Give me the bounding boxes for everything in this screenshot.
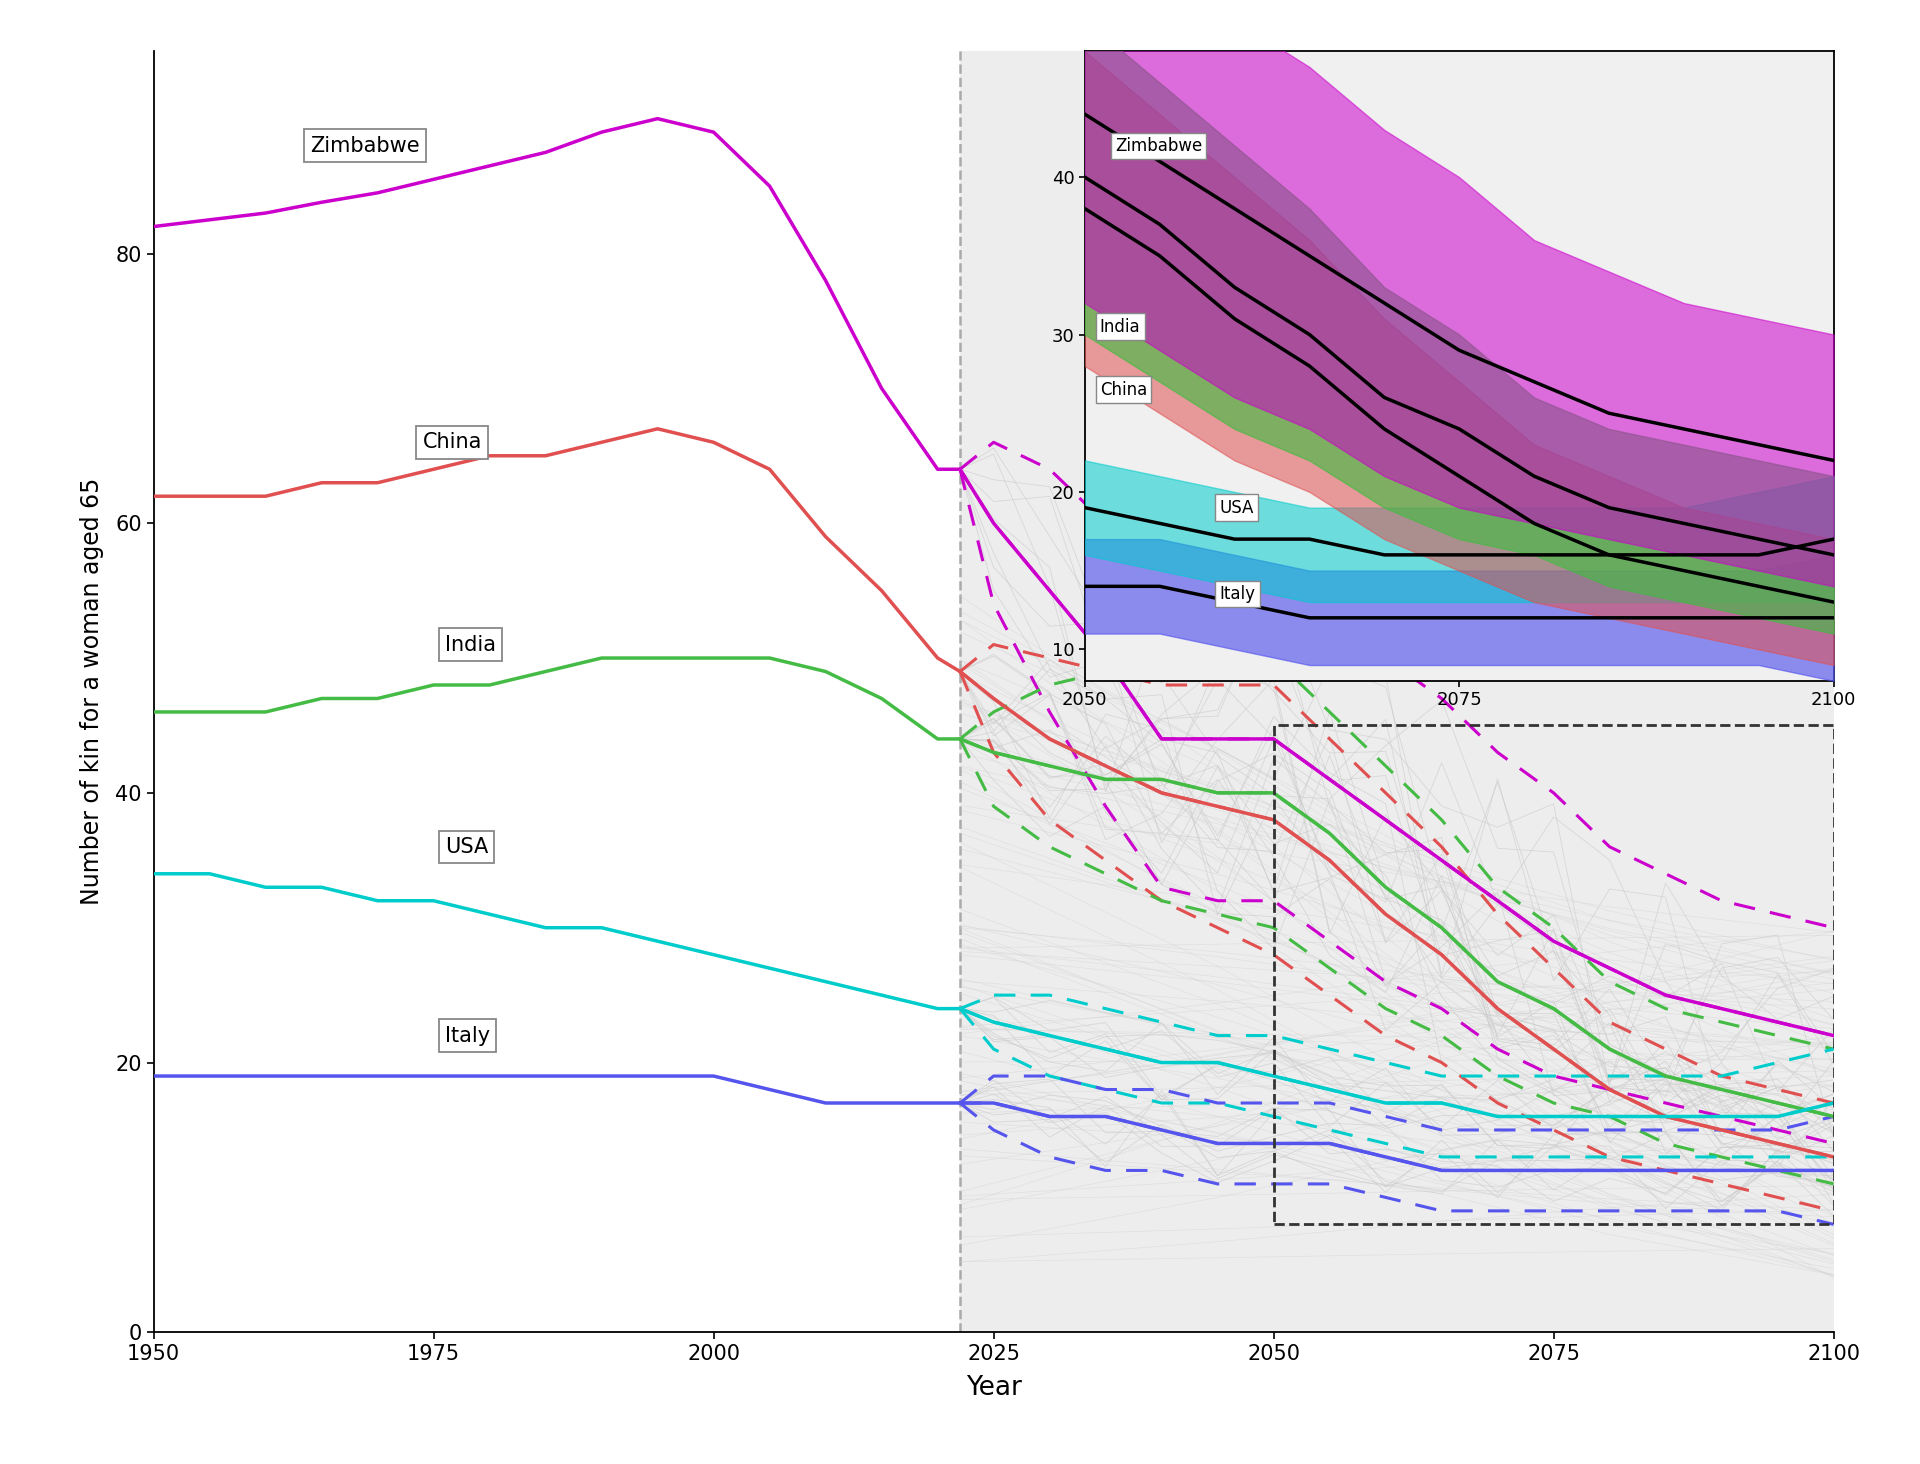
Text: USA: USA [445,837,488,856]
Bar [960,51,1834,1332]
X-axis label: Year: Year [966,1375,1021,1401]
Text: India: India [1100,318,1140,335]
Bar [1273,726,1834,1224]
Text: Zimbabwe: Zimbabwe [1116,136,1202,155]
Y-axis label: Number of kin for a woman aged 65: Number of kin for a woman aged 65 [81,479,104,905]
Text: USA: USA [1219,499,1254,517]
Text: India: India [445,634,495,654]
Text: Zimbabwe: Zimbabwe [311,136,420,155]
Text: Italy: Italy [1219,586,1256,603]
Text: Italy: Italy [445,1026,490,1045]
Text: China: China [422,432,482,452]
Text: China: China [1100,381,1146,398]
